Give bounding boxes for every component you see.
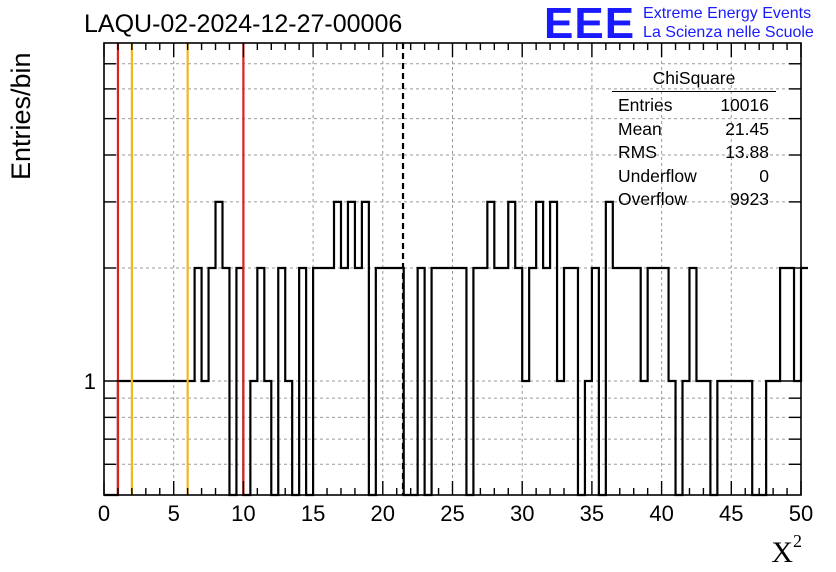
x-tick-label: 25	[440, 501, 464, 526]
x-tick-label: 10	[231, 501, 255, 526]
x-tick-label: 50	[789, 501, 813, 526]
stats-value: 10016	[720, 95, 769, 115]
x-tick-label: 15	[301, 501, 325, 526]
stats-box: ChiSquare Entries 10016 Mean 21.45 RMS 13.8…	[612, 68, 776, 212]
x-axis-label: X2	[771, 531, 802, 570]
x-tick-label: 35	[580, 501, 604, 526]
x-tick-label: 0	[98, 501, 110, 526]
eee-logo-text: Extreme Energy Events La Scienza nelle S…	[643, 2, 814, 42]
x-tick-label: 40	[649, 501, 673, 526]
stats-title: ChiSquare	[612, 68, 776, 92]
stats-label: Overflow	[618, 189, 688, 209]
stats-value: 21.45	[725, 118, 769, 139]
chart-title: LAQU-02-2024-12-27-00006	[84, 10, 403, 38]
y-tick-label: 1	[84, 369, 96, 394]
stats-label: Underflow	[618, 165, 697, 186]
stats-row-underflow: Underflow 0	[612, 165, 776, 189]
x-tick-label: 45	[719, 501, 743, 526]
x-axis-label-base: X	[771, 536, 793, 569]
stats-row-rms: RMS 13.88	[612, 141, 776, 165]
y-axis-label: Entries/bin	[6, 52, 36, 180]
stats-row-mean: Mean 21.45	[612, 118, 776, 142]
stats-value: 9923	[730, 189, 769, 209]
histogram-outline	[104, 200, 808, 497]
logo-line-1: Extreme Energy Events	[643, 5, 812, 22]
x-tick-label: 30	[510, 501, 534, 526]
stats-label: RMS	[618, 142, 657, 162]
x-tick-label: 5	[168, 501, 180, 526]
x-tick-label: 20	[371, 501, 395, 526]
stats-row-overflow: Overflow 9923	[612, 188, 776, 212]
x-axis-label-superscript: 2	[793, 531, 802, 551]
stats-label: Mean	[618, 118, 662, 139]
stats-label: Entries	[618, 95, 673, 115]
logo-line-2: La Scienza nelle Scuole	[643, 24, 814, 41]
eee-logo: EEE Extreme Energy Events La Scienza nel…	[544, 2, 814, 46]
stats-value: 0	[759, 165, 769, 186]
stats-value: 13.88	[725, 142, 769, 162]
stats-row-entries: Entries 10016	[612, 94, 776, 118]
eee-logo-mark: EEE	[544, 0, 636, 48]
